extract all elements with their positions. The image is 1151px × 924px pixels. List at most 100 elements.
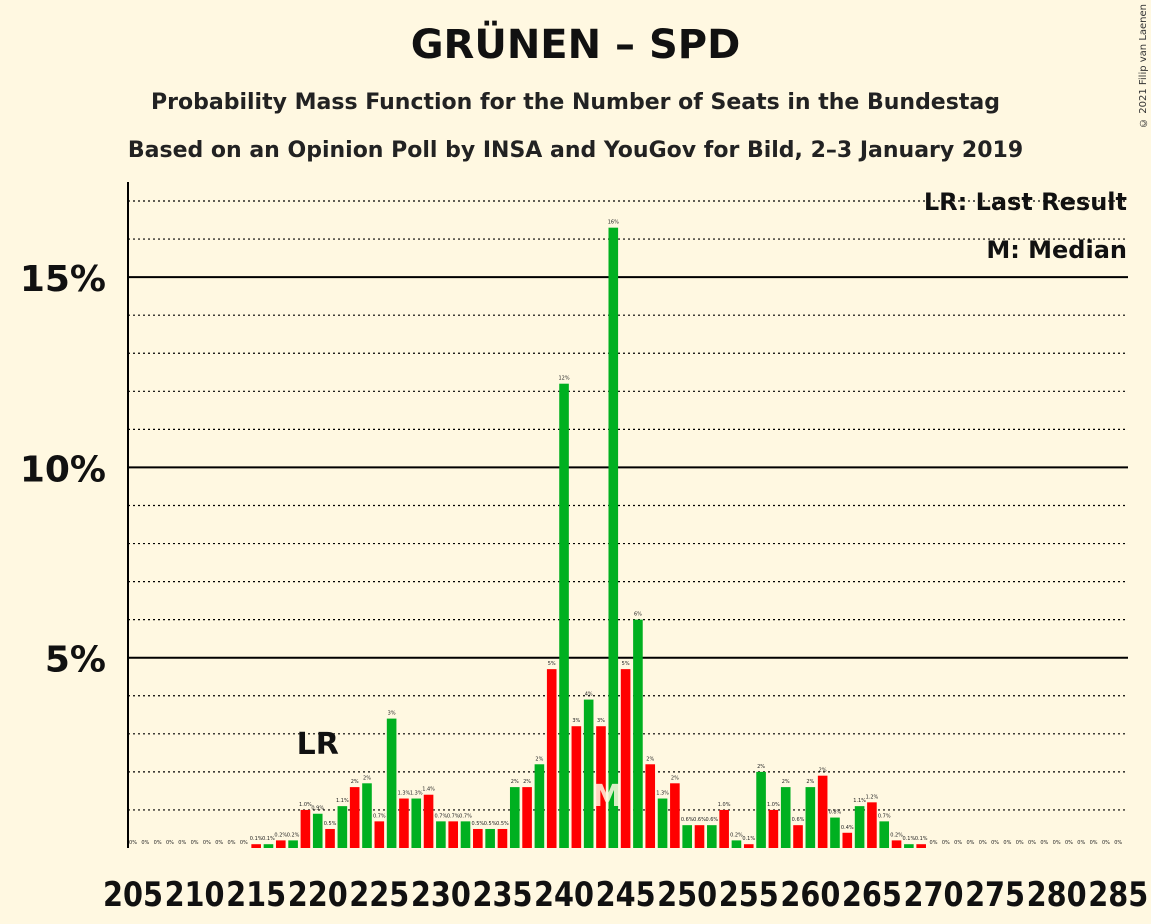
bar xyxy=(300,809,311,848)
x-tick-label: 275 xyxy=(965,875,1025,915)
bar-value-label: 2% xyxy=(523,779,531,785)
bar xyxy=(546,669,557,848)
bar xyxy=(325,828,335,848)
bar xyxy=(509,787,520,848)
bar-value-label: 0% xyxy=(942,840,950,846)
bar-value-label: 0.5% xyxy=(324,821,337,827)
bar-value-label: 3% xyxy=(572,718,580,724)
bar-value-label: 2% xyxy=(511,779,519,785)
bar xyxy=(251,844,261,848)
bar xyxy=(756,771,766,848)
bar-value-label: 0.5% xyxy=(484,821,497,827)
bar xyxy=(497,828,508,848)
bar xyxy=(830,817,840,848)
bar-value-label: 2% xyxy=(363,775,371,781)
bar xyxy=(854,806,865,848)
bar xyxy=(731,840,742,848)
bar xyxy=(620,669,631,848)
bar-value-label: 0% xyxy=(1065,840,1073,846)
bar-value-label: 0% xyxy=(1077,840,1085,846)
bar-value-label: 0.2% xyxy=(730,832,743,838)
bar-value-label: 3% xyxy=(597,718,605,724)
bar-value-label: 2% xyxy=(671,775,679,781)
bar xyxy=(460,821,471,848)
x-tick-label: 220 xyxy=(288,875,348,915)
x-tick-label: 250 xyxy=(657,875,717,915)
x-tick-label: 235 xyxy=(472,875,532,915)
bar xyxy=(559,383,569,848)
bar xyxy=(805,787,816,848)
bar-value-label: 0% xyxy=(203,840,211,846)
bar xyxy=(374,821,385,848)
bar-value-label: 2% xyxy=(646,756,654,762)
chart-source: Based on an Opinion Poll by INSA and You… xyxy=(127,138,1024,163)
bar-value-label: 0% xyxy=(215,840,223,846)
bar xyxy=(743,844,754,848)
bar-value-label: 0.2% xyxy=(890,832,903,838)
x-tick-label: 270 xyxy=(903,875,963,915)
bar xyxy=(817,775,828,848)
bar xyxy=(694,825,705,848)
bar-value-label: 0.1% xyxy=(742,836,755,842)
bar-value-label: 2% xyxy=(535,756,543,762)
x-tick-label: 215 xyxy=(226,875,286,915)
y-tick-label: 15% xyxy=(20,259,106,300)
bar-value-label: 0% xyxy=(129,840,137,846)
bar xyxy=(411,798,422,848)
bar-value-label: 0% xyxy=(178,840,186,846)
bar xyxy=(879,821,890,848)
bar-value-label: 2% xyxy=(806,779,814,785)
bar-value-label: 0% xyxy=(1028,840,1036,846)
bar xyxy=(682,825,692,848)
bar-value-label: 0.4% xyxy=(841,825,854,831)
bar-value-label: 0.6% xyxy=(693,817,706,823)
bar xyxy=(362,783,372,848)
bar-value-label: 0.7% xyxy=(373,813,386,819)
bar xyxy=(780,787,791,848)
bar-value-label: 0% xyxy=(1114,840,1122,846)
bar-value-label: 1.3% xyxy=(398,791,411,797)
y-tick-label: 5% xyxy=(45,640,106,681)
bar xyxy=(867,802,877,848)
bar xyxy=(583,699,594,848)
bar xyxy=(633,619,643,848)
bar-value-label: 0% xyxy=(1016,840,1024,846)
bar xyxy=(448,821,458,848)
bar-value-label: 0.8% xyxy=(829,810,842,816)
bar-value-label: 0.6% xyxy=(792,817,805,823)
x-tick-label: 245 xyxy=(596,875,656,915)
bar-value-label: 0% xyxy=(191,840,199,846)
bar-value-label: 4% xyxy=(585,692,593,698)
x-tick-label: 205 xyxy=(103,875,163,915)
bar xyxy=(891,840,902,848)
bar-value-label: 0% xyxy=(966,840,974,846)
bar-value-label: 2% xyxy=(819,768,827,774)
bar-value-label: 0% xyxy=(991,840,999,846)
bar-value-label: 0.7% xyxy=(435,813,448,819)
chart-title: GRÜNEN – SPD xyxy=(410,22,741,68)
bar-value-label: 1.1% xyxy=(336,798,349,804)
bar-value-label: 0.1% xyxy=(903,836,916,842)
bar xyxy=(337,806,348,848)
bar-value-label: 1.0% xyxy=(718,802,731,808)
bar xyxy=(522,787,532,848)
bar-value-label: 0.1% xyxy=(262,836,275,842)
bar-value-label: 6% xyxy=(634,612,642,618)
bar-value-label: 1.2% xyxy=(866,794,879,800)
bar xyxy=(645,764,656,848)
bar xyxy=(719,809,729,848)
bar-value-label: 0% xyxy=(1090,840,1098,846)
bar-value-label: 0.5% xyxy=(471,821,484,827)
bar xyxy=(485,828,495,848)
bar-value-label: 0.2% xyxy=(274,832,287,838)
bar xyxy=(657,798,668,848)
bar xyxy=(768,809,779,848)
bar-value-label: 0% xyxy=(154,840,162,846)
bar-value-label: 2% xyxy=(782,779,790,785)
bar xyxy=(707,825,717,848)
bar-value-label: 2% xyxy=(757,764,765,770)
bar xyxy=(842,832,853,848)
bar xyxy=(534,764,545,848)
x-tick-label: 230 xyxy=(411,875,471,915)
bar-value-label: 0.1% xyxy=(915,836,928,842)
